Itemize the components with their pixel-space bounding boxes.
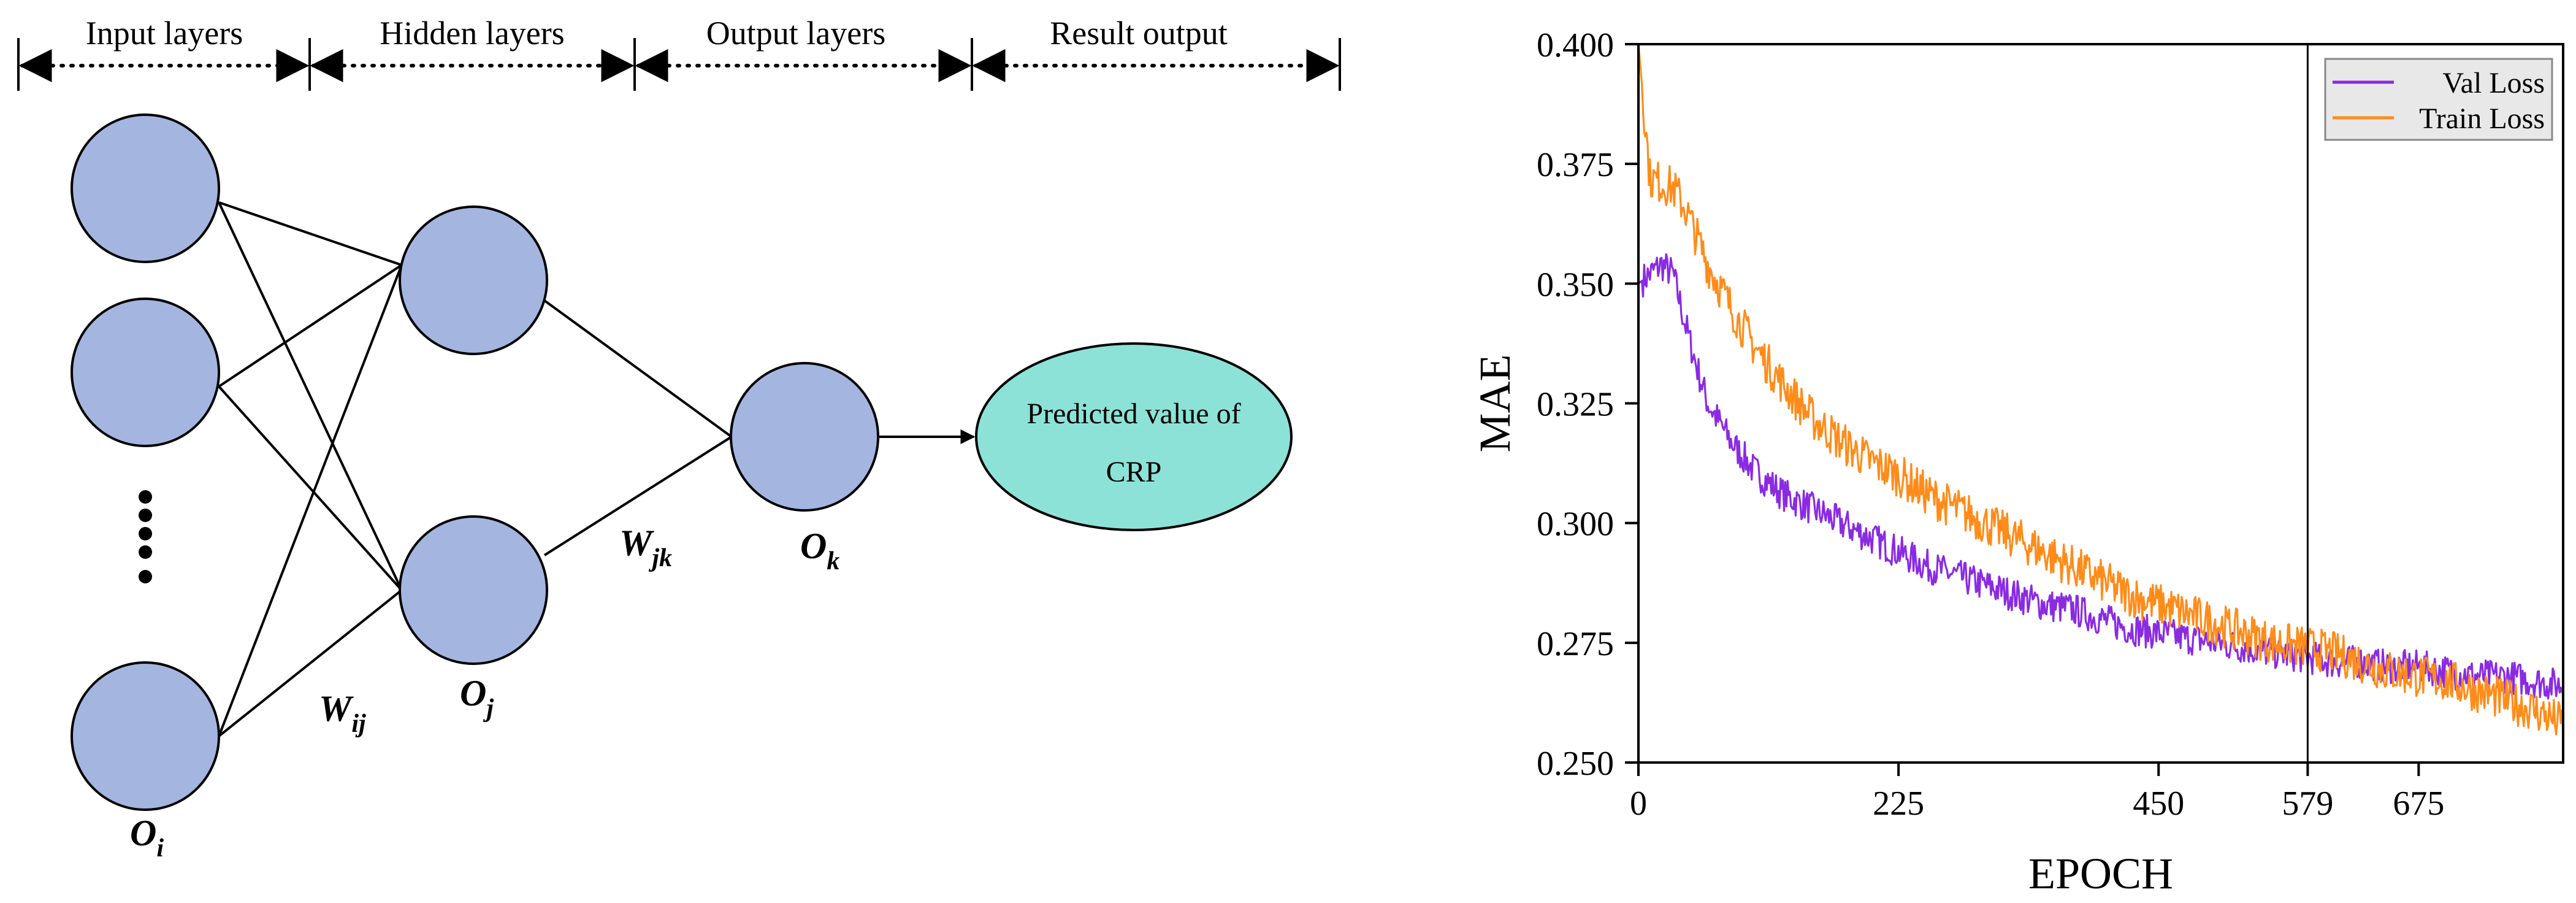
legend-box — [2324, 58, 2553, 141]
weight-label-ij: Wij — [319, 688, 366, 738]
series-line-train-loss — [1637, 44, 2564, 736]
hidden-node — [399, 515, 548, 665]
output-node — [730, 362, 879, 512]
input-node — [71, 298, 220, 447]
x-tick-label: 579 — [2282, 785, 2333, 823]
ellipsis-dots — [139, 490, 152, 583]
legend-label: Train Loss — [2419, 102, 2545, 135]
loss-chart: 0.250 0.275 0.300 0.325 0.350 0.375 0.400 0 225 4… — [1470, 26, 2564, 898]
plot-area-frame — [1637, 43, 2564, 764]
x-axis-label: EPOCH — [2028, 849, 2173, 898]
axis-ticks: 0.250 0.275 0.300 0.325 0.350 0.375 0.400 0 225 4… — [1537, 26, 2444, 823]
chart-series-group — [1637, 44, 2564, 736]
input-nodes — [71, 113, 220, 811]
section-label-result: Result output — [1050, 15, 1228, 52]
x-tick-label: 450 — [2133, 785, 2184, 823]
legend-label: Val Loss — [2442, 67, 2545, 99]
hidden-node-label: Oj — [460, 673, 494, 723]
hidden-nodes — [399, 206, 548, 665]
y-tick-label: 0.275 — [1537, 625, 1614, 663]
input-node — [71, 661, 220, 811]
section-label-output: Output layers — [706, 15, 885, 52]
weight-label-jk: Wjk — [619, 523, 672, 572]
x-tick-label: 675 — [2393, 785, 2444, 823]
x-tick-label: 0 — [1630, 785, 1647, 823]
hidden-node — [399, 206, 548, 355]
connections — [218, 201, 976, 737]
result-label-line2: CRP — [1106, 456, 1162, 488]
network-diagram: Input layers Hidden layers Output layers… — [17, 15, 1341, 863]
y-axis-label: MAE — [1470, 355, 1519, 453]
y-tick-label: 0.325 — [1537, 386, 1614, 424]
y-tick-label: 0.400 — [1537, 26, 1614, 64]
x-tick-label: 225 — [1873, 785, 1924, 823]
output-node-label: Ok — [800, 526, 839, 575]
y-tick-label: 0.375 — [1537, 146, 1614, 184]
section-label-input: Input layers — [86, 15, 243, 52]
result-label-line1: Predicted value of — [1026, 398, 1240, 430]
y-tick-label: 0.350 — [1537, 266, 1614, 304]
y-tick-label: 0.300 — [1537, 505, 1614, 544]
input-node — [71, 113, 220, 263]
section-header: Input layers Hidden layers Output layers… — [17, 15, 1341, 91]
input-node-label: Oi — [130, 813, 164, 863]
section-label-hidden: Hidden layers — [380, 15, 564, 52]
series-line-val-loss — [1638, 253, 2564, 700]
result-ellipse — [975, 342, 1293, 531]
y-tick-label: 0.250 — [1537, 745, 1614, 783]
